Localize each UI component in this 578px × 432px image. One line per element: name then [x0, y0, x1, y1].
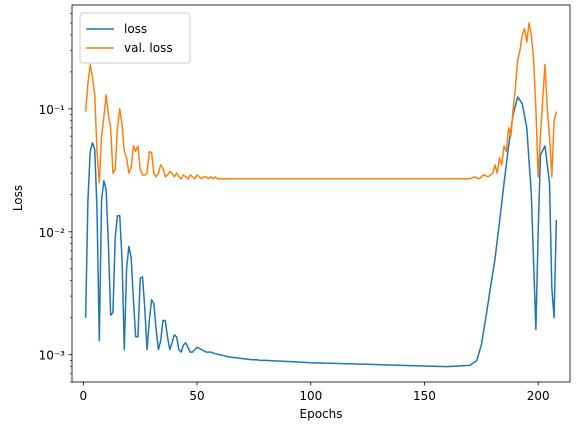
legend-label-val-loss: val. loss — [124, 41, 173, 55]
legend-label-loss: loss — [124, 22, 147, 36]
y-axis-label: Loss — [11, 185, 25, 211]
axes-layer: 0 50 100 150 200 10⁻³ 10⁻² 10⁻¹ — [39, 4, 571, 403]
x-tick-label: 150 — [413, 389, 436, 403]
x-tick-label: 200 — [527, 389, 550, 403]
x-tick-label: 0 — [80, 389, 88, 403]
y-tick-label: 10⁻³ — [39, 349, 66, 363]
series-line-loss — [84, 96, 558, 368]
x-tick-label: 100 — [299, 389, 322, 403]
x-axis-label: Epochs — [300, 407, 343, 421]
series-layer — [84, 22, 558, 368]
x-tick-label: 50 — [189, 389, 204, 403]
series-line-val-loss — [84, 22, 558, 184]
plot-frame — [71, 4, 571, 383]
legend: loss val. loss — [79, 12, 191, 64]
y-tick-label: 10⁻² — [39, 226, 66, 240]
legend-box — [79, 12, 191, 64]
y-tick-label: 10⁻¹ — [39, 103, 66, 117]
